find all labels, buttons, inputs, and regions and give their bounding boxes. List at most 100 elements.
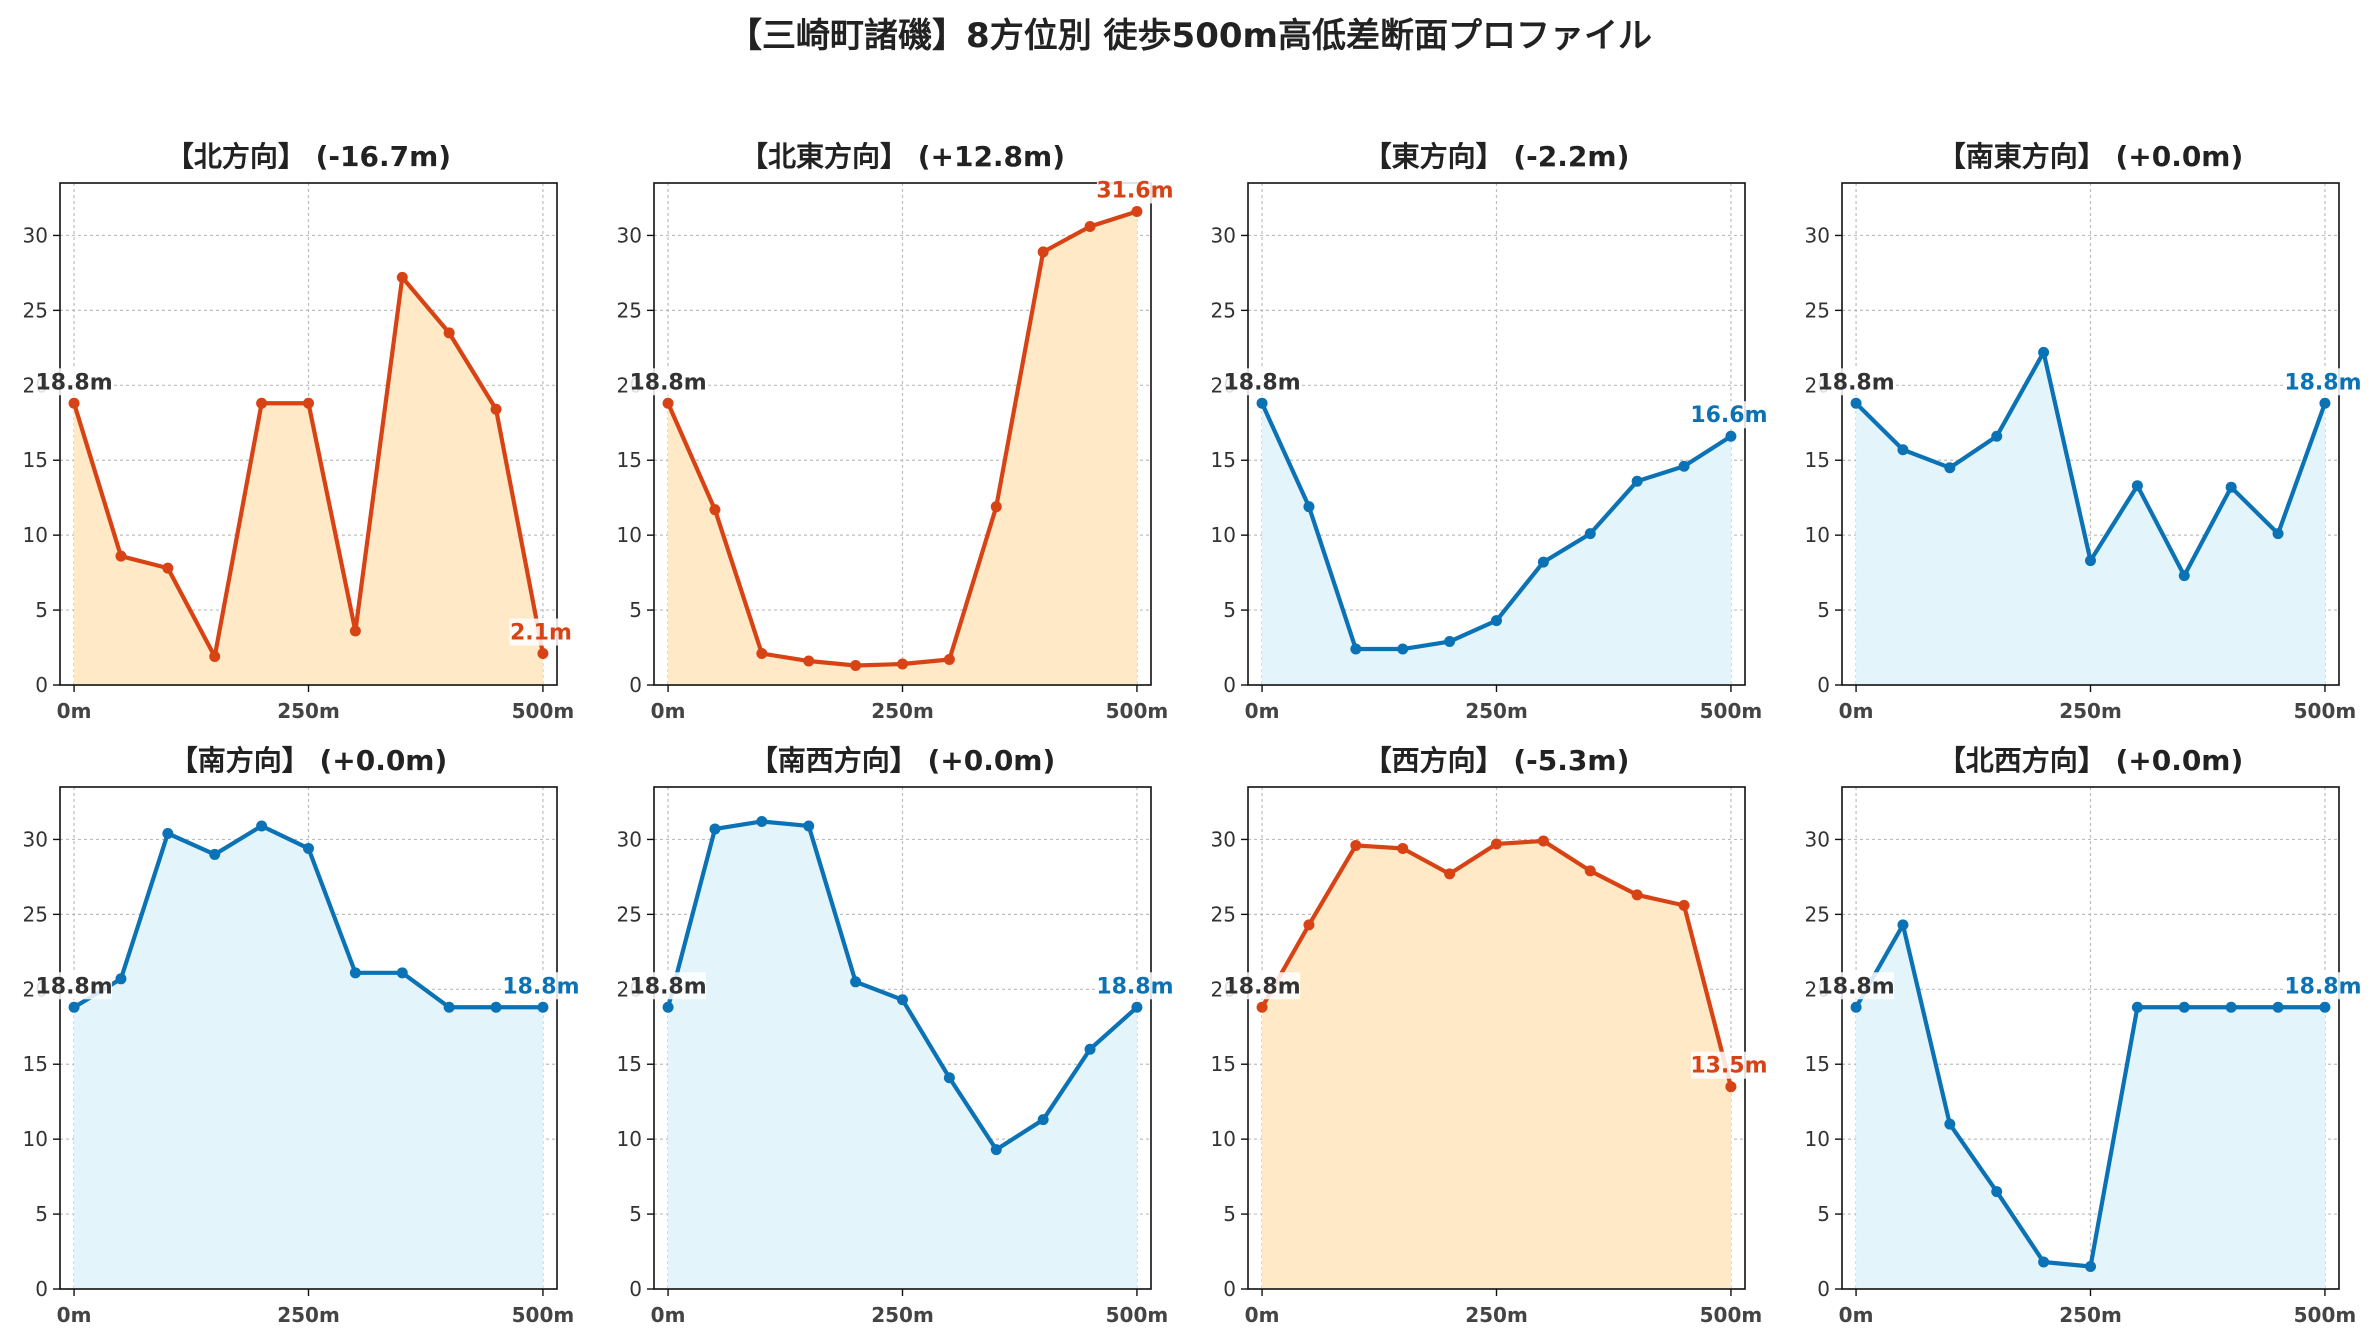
start-label: 18.8m — [35, 974, 112, 999]
x-tick-label: 500m — [512, 699, 575, 723]
data-point — [1897, 919, 1909, 931]
y-tick-label: 30 — [23, 223, 48, 247]
y-tick-label: 30 — [1805, 223, 1830, 247]
data-point — [2319, 1001, 2331, 1013]
y-tick-label: 15 — [23, 1052, 48, 1076]
start-label-bg — [630, 972, 707, 1000]
area-fill — [668, 821, 1137, 1289]
data-point — [2038, 346, 2050, 358]
data-point — [1725, 1081, 1737, 1093]
y-tick-label: 25 — [1805, 298, 1830, 322]
x-tick-label: 250m — [871, 1303, 934, 1327]
start-label-group: 18.8m — [1817, 972, 1895, 1000]
end-label: 2.1m — [510, 621, 572, 646]
end-label: 31.6m — [1096, 178, 1173, 203]
panel-title: 【西方向】 (-5.3m) — [1364, 744, 1630, 777]
data-point — [1084, 220, 1096, 232]
y-tick-label: 15 — [1805, 1052, 1830, 1076]
x-tick-label: 250m — [2059, 699, 2122, 723]
data-point — [943, 654, 955, 666]
area-fill — [1262, 403, 1731, 685]
data-point — [1678, 899, 1690, 911]
data-point — [2178, 570, 2190, 582]
data-point — [1256, 1001, 1268, 1013]
figure-title: 【三崎町諸磯】8方位別 徒歩500m高低差断面プロファイル — [728, 16, 1652, 56]
x-tick-label: 0m — [1839, 699, 1874, 723]
data-point — [1444, 636, 1456, 648]
data-point — [1037, 1114, 1049, 1126]
end-label-bg — [1690, 401, 1767, 429]
end-label-group: 16.6m — [1690, 401, 1768, 429]
x-tick-label: 250m — [1465, 699, 1528, 723]
end-label-group: 18.8m — [2284, 972, 2362, 1000]
x-tick-label: 500m — [512, 1303, 575, 1327]
data-point — [1397, 643, 1409, 655]
y-tick-label: 0 — [35, 673, 48, 697]
end-label: 13.5m — [1690, 1054, 1767, 1079]
data-point — [396, 967, 408, 979]
y-tick-label: 15 — [1211, 448, 1236, 472]
data-point — [1850, 397, 1862, 409]
y-tick-label: 10 — [1211, 523, 1236, 547]
data-point — [2178, 1001, 2190, 1013]
data-point — [709, 823, 721, 835]
x-tick-label: 500m — [1106, 699, 1169, 723]
y-tick-label: 25 — [1805, 902, 1830, 926]
data-point — [537, 648, 549, 660]
area-fill — [74, 825, 543, 1289]
start-label-bg — [36, 972, 113, 1000]
y-tick-label: 25 — [1211, 902, 1236, 926]
x-tick-label: 0m — [57, 1303, 92, 1327]
data-point — [115, 550, 127, 562]
x-tick-label: 500m — [2294, 699, 2357, 723]
end-label-group: 13.5m — [1690, 1051, 1768, 1079]
start-label: 18.8m — [35, 370, 112, 395]
start-label-group: 18.8m — [629, 368, 707, 396]
data-point — [1725, 430, 1737, 442]
start-label-bg — [1818, 972, 1895, 1000]
area-fill — [668, 211, 1137, 685]
data-point — [537, 1001, 549, 1013]
data-point — [162, 562, 174, 574]
data-point — [303, 397, 314, 409]
data-point — [396, 271, 408, 283]
x-tick-label: 0m — [651, 699, 686, 723]
data-point — [1037, 246, 1049, 258]
y-tick-label: 10 — [1805, 1127, 1830, 1151]
data-point — [2085, 1261, 2096, 1273]
x-tick-label: 500m — [1700, 699, 1763, 723]
data-point — [1131, 1001, 1143, 1013]
y-tick-label: 0 — [1817, 1277, 1830, 1301]
x-tick-label: 500m — [1700, 1303, 1763, 1327]
data-point — [490, 403, 502, 415]
y-tick-label: 30 — [23, 827, 48, 851]
y-tick-label: 5 — [35, 598, 48, 622]
data-point — [1537, 835, 1549, 847]
data-point — [943, 1072, 955, 1084]
start-label-bg — [1818, 368, 1895, 396]
data-point — [990, 1144, 1002, 1156]
data-point — [490, 1001, 502, 1013]
y-tick-label: 5 — [1223, 1202, 1236, 1226]
y-tick-label: 15 — [23, 448, 48, 472]
y-tick-label: 30 — [617, 223, 642, 247]
start-label-group: 18.8m — [1817, 368, 1895, 396]
end-label-group: 18.8m — [2284, 368, 2362, 396]
data-point — [2131, 480, 2143, 492]
start-label-bg — [630, 368, 707, 396]
data-point — [2038, 1256, 2050, 1268]
start-label-group: 18.8m — [1223, 368, 1301, 396]
area-fill — [1856, 352, 2325, 685]
y-tick-label: 30 — [1805, 827, 1830, 851]
x-tick-label: 250m — [277, 1303, 340, 1327]
data-point — [1944, 1118, 1956, 1130]
start-label-bg — [1224, 972, 1301, 1000]
